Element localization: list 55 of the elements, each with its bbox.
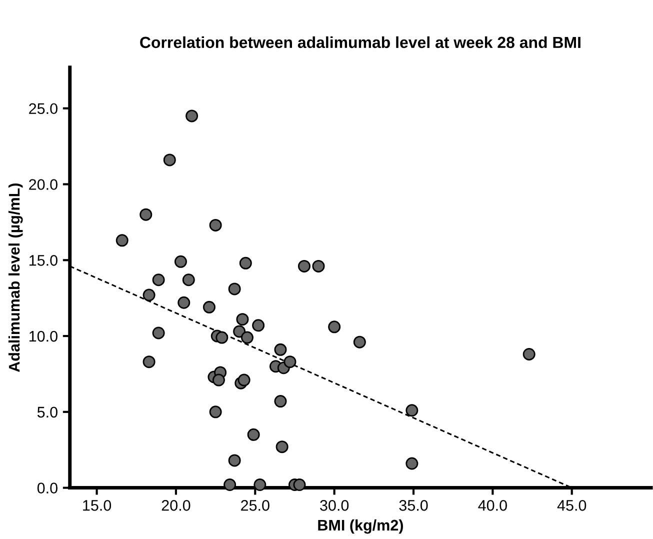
point	[178, 296, 190, 309]
point	[233, 325, 246, 338]
point	[252, 319, 265, 332]
point	[298, 260, 310, 272]
point	[274, 395, 287, 408]
point	[312, 260, 325, 272]
point	[406, 404, 418, 417]
x-tick-label: 25.0	[241, 500, 270, 511]
point	[293, 478, 306, 492]
point	[152, 326, 165, 340]
point	[209, 218, 222, 232]
point	[228, 282, 241, 296]
point	[353, 336, 366, 348]
point	[274, 343, 287, 356]
point	[254, 478, 266, 492]
point	[152, 274, 165, 286]
point	[186, 110, 198, 122]
point	[247, 428, 260, 441]
point	[140, 208, 152, 221]
point	[116, 234, 128, 247]
point	[142, 356, 156, 368]
point	[209, 406, 222, 418]
point	[239, 256, 252, 270]
point	[236, 313, 249, 326]
x-tick-label: 40.0	[478, 500, 507, 511]
point	[284, 356, 296, 368]
x-axis-title: BMI (kg/m2)	[318, 519, 403, 534]
x-tick-label: 45.0	[557, 500, 586, 511]
y-tick-label: 15.0	[30, 255, 58, 266]
y-tick-label: 10.0	[30, 330, 58, 342]
point	[328, 320, 341, 334]
point	[212, 374, 225, 386]
point	[224, 478, 236, 492]
point	[238, 374, 250, 386]
x-tick-label: 15.0	[83, 500, 112, 511]
point	[522, 348, 536, 360]
y-tick-label: 0.0	[37, 482, 58, 494]
point	[276, 440, 288, 454]
point	[182, 274, 195, 286]
point	[174, 255, 187, 268]
x-tick-label: 20.0	[162, 500, 190, 511]
y-tick-label: 20.0	[29, 179, 58, 190]
point	[228, 454, 241, 467]
point	[163, 154, 176, 166]
x-tick-label: 30.0	[320, 500, 349, 511]
point	[240, 331, 254, 344]
point	[216, 331, 228, 344]
point	[406, 457, 418, 470]
x-tick-label: 35.0	[399, 500, 428, 511]
point	[142, 288, 156, 302]
chart-title: Correlation between adalimumab level at week 28 and BMI	[140, 36, 580, 48]
y-tick-label: 5.0	[37, 406, 58, 418]
y-axis-title: Adalimumab level (µg/mL)	[8, 184, 23, 372]
y-tick-label: 25.0	[29, 103, 58, 114]
point	[202, 300, 216, 314]
